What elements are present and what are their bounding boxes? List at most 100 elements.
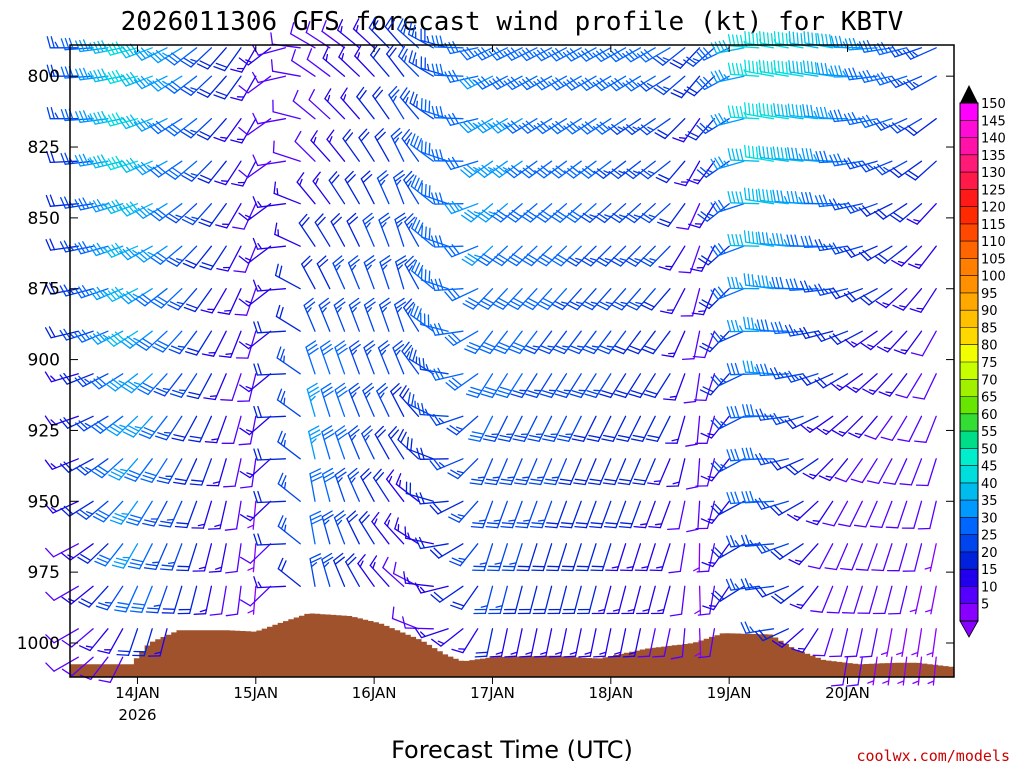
- wind-barb: [633, 500, 656, 529]
- barb-full: [539, 300, 551, 308]
- barb-full: [587, 482, 601, 486]
- barb-half: [668, 352, 676, 355]
- barb-half: [707, 475, 715, 479]
- barb-full: [569, 300, 581, 308]
- barb-full: [467, 253, 479, 261]
- wind-barb: [403, 298, 420, 332]
- barb-staff: [716, 203, 745, 214]
- wind-barb: [647, 458, 671, 486]
- wind-barb: [393, 170, 405, 205]
- barb-half: [299, 178, 303, 186]
- barb-full: [123, 338, 134, 347]
- barb-staff: [371, 520, 390, 545]
- wind-barb: [858, 39, 893, 53]
- wind-barb: [632, 458, 656, 486]
- wind-barb: [192, 543, 213, 572]
- barb-full: [474, 169, 486, 178]
- barb-full: [626, 168, 637, 177]
- barb-full: [140, 118, 150, 129]
- barb-full: [388, 47, 397, 58]
- barb-half: [276, 188, 279, 196]
- wind-barb: [520, 203, 553, 223]
- barb-full: [564, 215, 576, 223]
- barb-half: [706, 125, 713, 130]
- barb-full: [462, 121, 473, 132]
- barb-full: [89, 289, 98, 301]
- wind-barb: [681, 330, 701, 361]
- wind-barb: [406, 436, 434, 460]
- barb-half: [132, 293, 140, 298]
- barb-full: [700, 211, 711, 220]
- barb-staff: [452, 330, 479, 346]
- barb-full: [145, 611, 159, 614]
- barb-full: [817, 33, 821, 46]
- wind-barb: [897, 656, 908, 686]
- barb-full: [128, 517, 141, 523]
- barb-full: [570, 345, 583, 351]
- barb-full: [379, 216, 391, 225]
- wind-barb: [321, 425, 335, 460]
- barb-staff: [652, 330, 671, 355]
- wind-barb: [519, 628, 538, 658]
- barb-staff: [248, 373, 272, 393]
- barb-full: [434, 235, 440, 248]
- wind-barb: [917, 500, 937, 530]
- wind-barb: [915, 458, 937, 487]
- barb-full: [788, 464, 799, 474]
- barb-full: [588, 434, 601, 439]
- barb-staff: [369, 564, 390, 587]
- barb-full: [111, 564, 125, 569]
- wind-barb: [417, 402, 449, 417]
- barb-staff: [272, 111, 301, 120]
- barb-staff: [745, 156, 775, 162]
- barb-full: [430, 594, 441, 603]
- barb-half: [162, 52, 169, 57]
- barb-full: [392, 340, 403, 349]
- barb-full: [103, 159, 112, 171]
- barb-staff: [819, 543, 834, 570]
- barb-full: [726, 492, 732, 505]
- colorbar-tick-label: 85: [981, 322, 998, 337]
- barb-full: [814, 195, 821, 208]
- colorbar-tick-label: 25: [981, 529, 998, 544]
- barb-full: [451, 332, 462, 342]
- barb-full: [697, 655, 711, 659]
- barb-full: [873, 165, 883, 176]
- barb-full: [598, 301, 611, 308]
- barb-half: [494, 562, 502, 565]
- wind-barb: [448, 500, 479, 523]
- barb-full: [866, 480, 880, 485]
- barb-full: [745, 447, 751, 460]
- barb-full: [862, 70, 870, 83]
- barb-full: [710, 332, 719, 344]
- barb-staff: [420, 236, 449, 247]
- barb-staff: [472, 288, 494, 310]
- barb-half: [492, 476, 501, 479]
- wind-barb: [213, 118, 242, 143]
- barb-staff: [660, 543, 671, 572]
- barb-full: [257, 363, 263, 376]
- wind-barb: [253, 363, 287, 376]
- wind-barb: [816, 415, 849, 436]
- barb-full: [467, 209, 478, 218]
- barb-full: [906, 218, 918, 225]
- wind-barb: [710, 113, 745, 127]
- barb-full: [540, 345, 553, 351]
- barb-full: [401, 128, 410, 140]
- barb-full: [844, 68, 850, 81]
- wind-barb: [429, 543, 464, 559]
- barb-staff: [99, 415, 124, 434]
- barb-full: [89, 335, 99, 345]
- barb-half: [257, 242, 263, 250]
- barb-staff: [921, 330, 937, 357]
- barb-half: [407, 532, 411, 540]
- barb-staff: [403, 179, 420, 205]
- barb-half: [898, 124, 905, 130]
- barb-staff: [249, 543, 272, 564]
- wind-barb: [122, 415, 153, 438]
- barb-full: [477, 48, 487, 59]
- barb-full: [451, 244, 460, 255]
- barb-half: [381, 307, 388, 314]
- wind-barb: [44, 326, 79, 339]
- barb-half: [395, 179, 402, 186]
